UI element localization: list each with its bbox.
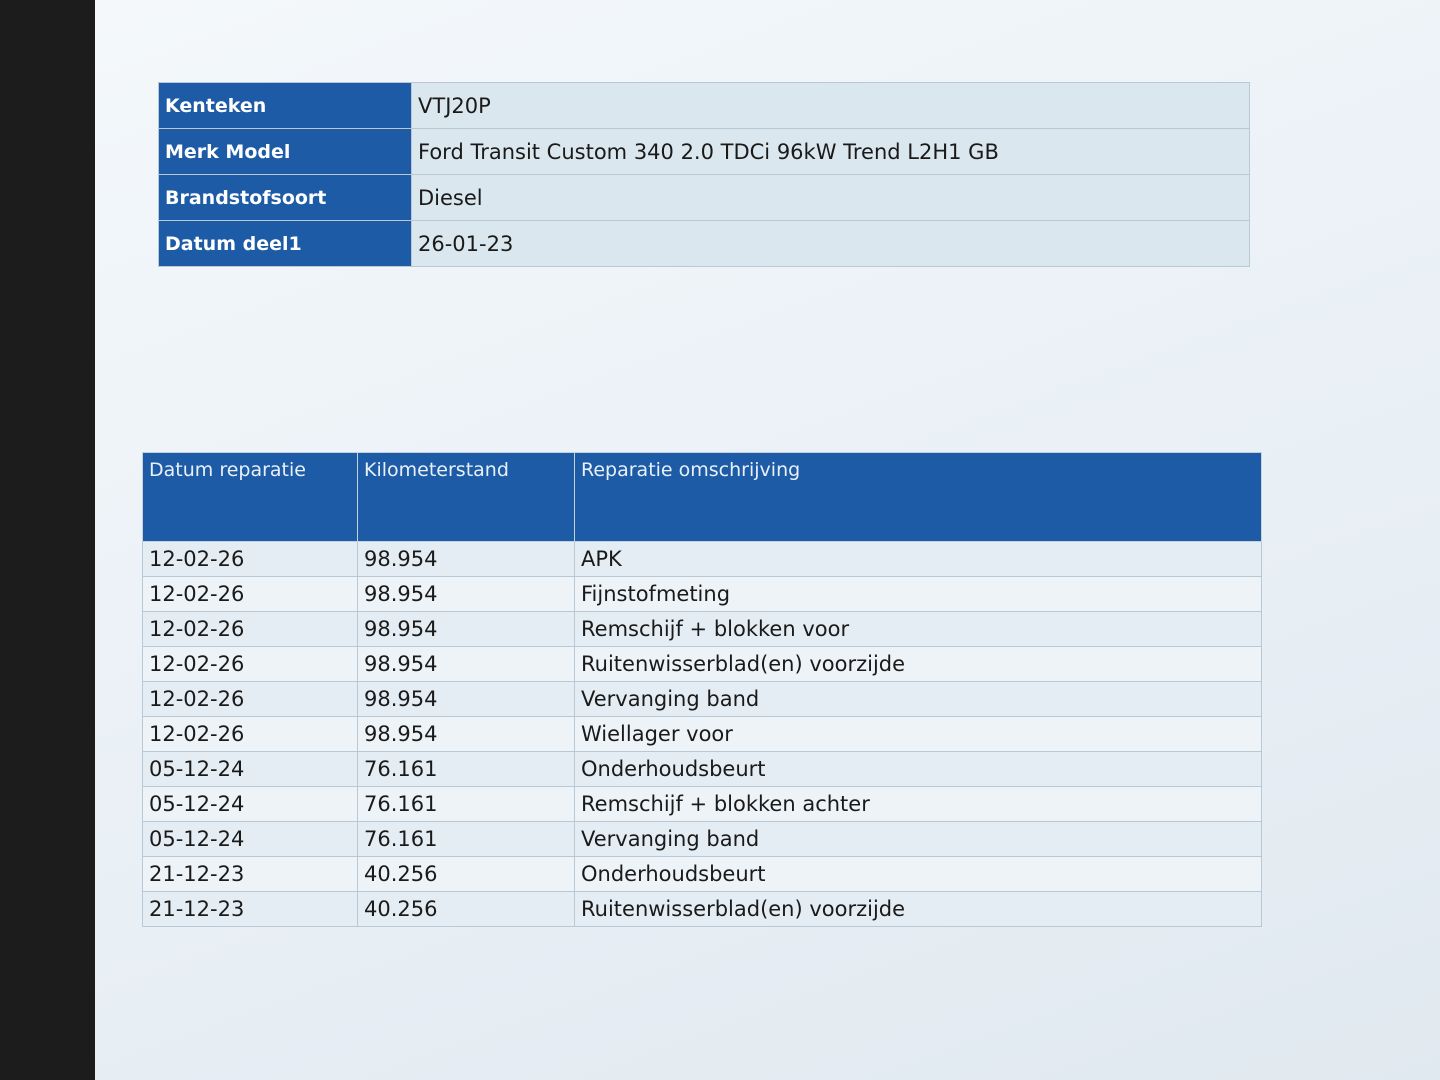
repair-row: 12-02-26 98.954 Vervanging band (142, 681, 1262, 717)
cell: 12-02-26 (142, 541, 358, 577)
cell: 98.954 (357, 646, 575, 682)
cell: 12-02-26 (142, 646, 358, 682)
cell: 40.256 (357, 891, 575, 927)
repair-row: 21-12-23 40.256 Ruitenwisserblad(en) voorz… (142, 891, 1262, 927)
cell: 98.954 (357, 716, 575, 752)
repair-row: 05-12-24 76.161 Remschijf + blokken achter (142, 786, 1262, 822)
cell: 12-02-26 (142, 576, 358, 612)
cell: 12-02-26 (142, 716, 358, 752)
header-row: Datum reparatie Kilometerstand Reparatie o… (142, 452, 1262, 542)
cell: Remschijf + blokken achter (574, 786, 1262, 822)
cell: Remschijf + blokken voor (574, 611, 1262, 647)
cell: 05-12-24 (142, 751, 358, 787)
cell: Fijnstofmeting (574, 576, 1262, 612)
cell: Ruitenwisserblad(en) voorzijde (574, 646, 1262, 682)
cell: Ruitenwisserblad(en) voorzijde (574, 891, 1262, 927)
cell: APK (574, 541, 1262, 577)
cell: Vervanging band (574, 821, 1262, 857)
vehicle-row: Datum deel1 26-01-23 (158, 220, 1250, 267)
cell: 98.954 (357, 611, 575, 647)
cell: 98.954 (357, 681, 575, 717)
field-label: Kenteken (158, 82, 412, 129)
vehicle-row: Merk Model Ford Transit Custom 340 2.0 TD… (158, 128, 1250, 175)
cell: 76.161 (357, 751, 575, 787)
cell: 21-12-23 (142, 891, 358, 927)
field-value: Ford Transit Custom 340 2.0 TDCi 96kW Tr… (411, 128, 1250, 175)
cell: 76.161 (357, 786, 575, 822)
cell: 21-12-23 (142, 856, 358, 892)
field-label: Brandstofsoort (158, 174, 412, 221)
repairs-table: Datum reparatie Kilometerstand Reparatie o… (142, 452, 1262, 927)
cell: Onderhoudsbeurt (574, 751, 1262, 787)
column-header: Reparatie omschrijving (574, 452, 1262, 542)
field-label: Datum deel1 (158, 220, 412, 267)
cell: 12-02-26 (142, 611, 358, 647)
paper: Kenteken VTJ20P Merk Model Ford Transit Cus… (95, 0, 1440, 1080)
cell: 76.161 (357, 821, 575, 857)
vehicle-table: Kenteken VTJ20P Merk Model Ford Transit Cus… (158, 82, 1250, 267)
cell: 40.256 (357, 856, 575, 892)
cell: Wiellager voor (574, 716, 1262, 752)
vehicle-row: Brandstofsoort Diesel (158, 174, 1250, 221)
field-value: VTJ20P (411, 82, 1250, 129)
cell: 98.954 (357, 576, 575, 612)
cell: Vervanging band (574, 681, 1262, 717)
vehicle-row: Kenteken VTJ20P (158, 82, 1250, 129)
repair-row: 12-02-26 98.954 APK (142, 541, 1262, 577)
column-header: Kilometerstand (357, 452, 575, 542)
repair-row: 12-02-26 98.954 Fijnstofmeting (142, 576, 1262, 612)
repair-row: 21-12-23 40.256 Onderhoudsbeurt (142, 856, 1262, 892)
repair-row: 05-12-24 76.161 Vervanging band (142, 821, 1262, 857)
repair-row: 12-02-26 98.954 Ruitenwisserblad(en) voorz… (142, 646, 1262, 682)
column-header: Datum reparatie (142, 452, 358, 542)
cell: 05-12-24 (142, 821, 358, 857)
cell: 98.954 (357, 541, 575, 577)
field-value: 26-01-23 (411, 220, 1250, 267)
field-label: Merk Model (158, 128, 412, 175)
cell: Onderhoudsbeurt (574, 856, 1262, 892)
cell: 05-12-24 (142, 786, 358, 822)
repair-row: 12-02-26 98.954 Wiellager voor (142, 716, 1262, 752)
repair-row: 05-12-24 76.161 Onderhoudsbeurt (142, 751, 1262, 787)
field-value: Diesel (411, 174, 1250, 221)
cell: 12-02-26 (142, 681, 358, 717)
repair-row: 12-02-26 98.954 Remschijf + blokken voor (142, 611, 1262, 647)
